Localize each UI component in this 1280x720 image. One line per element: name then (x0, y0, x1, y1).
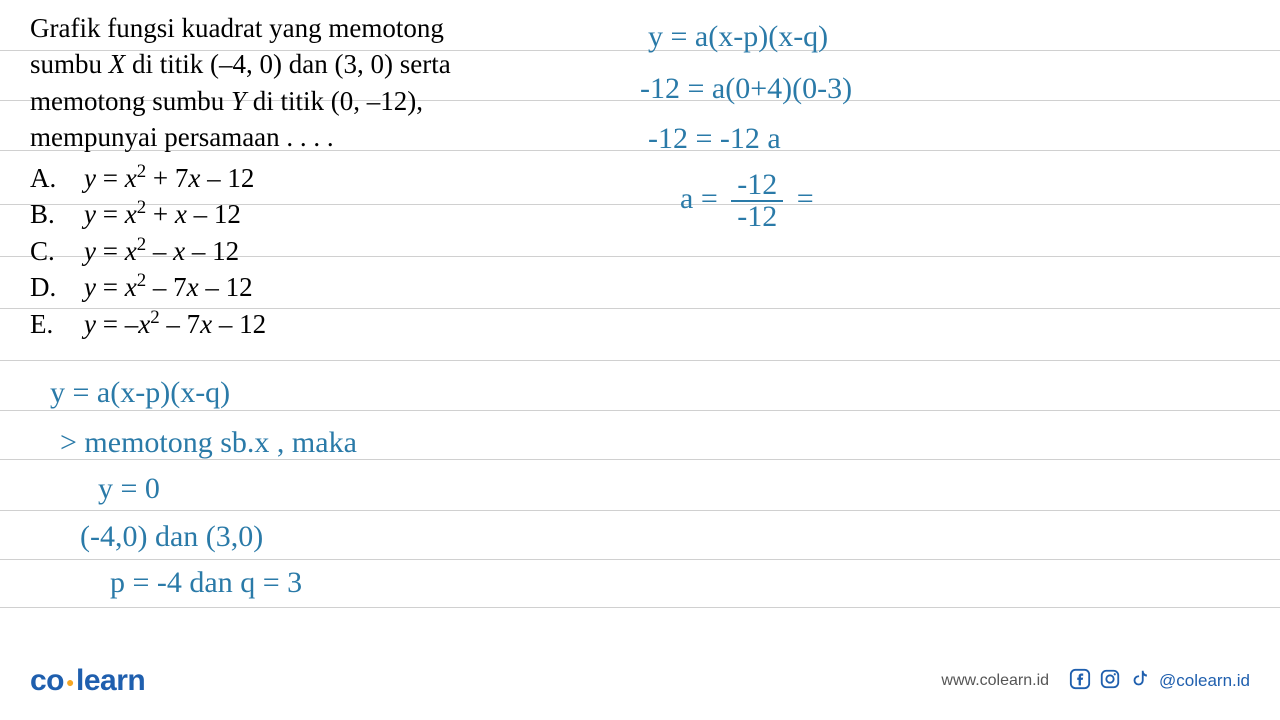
handwritten-line: (-4,0) dan (3,0) (80, 520, 263, 554)
option-row: D. y = x2 – 7x – 12 (30, 269, 620, 305)
option-letter: B. (30, 196, 68, 232)
option-row: C. y = x2 – x – 12 (30, 233, 620, 269)
handwritten-line: y = a(x-p)(x-q) (50, 376, 230, 410)
website-url: www.colearn.id (941, 672, 1049, 690)
question-options: A. y = x2 + 7x – 12 B. y = x2 + x – 12 C. y =… (30, 160, 620, 342)
facebook-icon (1069, 668, 1091, 695)
question-stem-line: sumbu X di titik (–4, 0) dan (3, 0) sert… (30, 46, 620, 82)
option-text: y = x2 + x – 12 (84, 196, 241, 232)
handwritten-line: -12 = a(0+4)(0-3) (640, 72, 852, 106)
option-row: A. y = x2 + 7x – 12 (30, 160, 620, 196)
option-row: B. y = x2 + x – 12 (30, 196, 620, 232)
question-stem-line: memotong sumbu Y di titik (0, –12), (30, 83, 620, 119)
option-text: y = x2 – 7x – 12 (84, 269, 253, 305)
handwritten-line: y = 0 (98, 472, 160, 506)
option-letter: E. (30, 306, 68, 342)
instagram-icon (1099, 668, 1121, 695)
option-row: E. y = –x2 – 7x – 12 (30, 306, 620, 342)
option-text: y = x2 – x – 12 (84, 233, 239, 269)
footer-right: www.colearn.id @colearn.id (941, 668, 1250, 695)
page: Grafik fungsi kuadrat yang memotongsumbu… (0, 0, 1280, 720)
option-letter: D. (30, 269, 68, 305)
question-stem-line: mempunyai persamaan . . . . (30, 119, 620, 155)
handwritten-line: > memotong sb.x , maka (60, 426, 357, 460)
logo-part-2: learn (76, 664, 145, 697)
question-stem: Grafik fungsi kuadrat yang memotongsumbu… (30, 10, 620, 156)
logo-dot-icon: ● (66, 674, 74, 690)
question-stem-line: Grafik fungsi kuadrat yang memotong (30, 10, 620, 46)
handwritten-line: a = -12-12 = (680, 170, 814, 232)
tiktok-icon (1129, 668, 1151, 695)
logo-part-1: co (30, 664, 64, 697)
option-text: y = –x2 – 7x – 12 (84, 306, 266, 342)
question-block: Grafik fungsi kuadrat yang memotongsumbu… (30, 10, 620, 342)
handwritten-line: y = a(x-p)(x-q) (648, 20, 828, 54)
handwritten-line: -12 = -12 a (648, 122, 781, 156)
handwritten-line: p = -4 dan q = 3 (110, 566, 302, 600)
social-icons: @colearn.id (1069, 668, 1250, 695)
option-text: y = x2 + 7x – 12 (84, 160, 254, 196)
footer: co●learn www.colearn.id @colearn.id (30, 664, 1250, 698)
option-letter: A. (30, 160, 68, 196)
social-handle: @colearn.id (1159, 671, 1250, 691)
option-letter: C. (30, 233, 68, 269)
brand-logo: co●learn (30, 664, 145, 698)
